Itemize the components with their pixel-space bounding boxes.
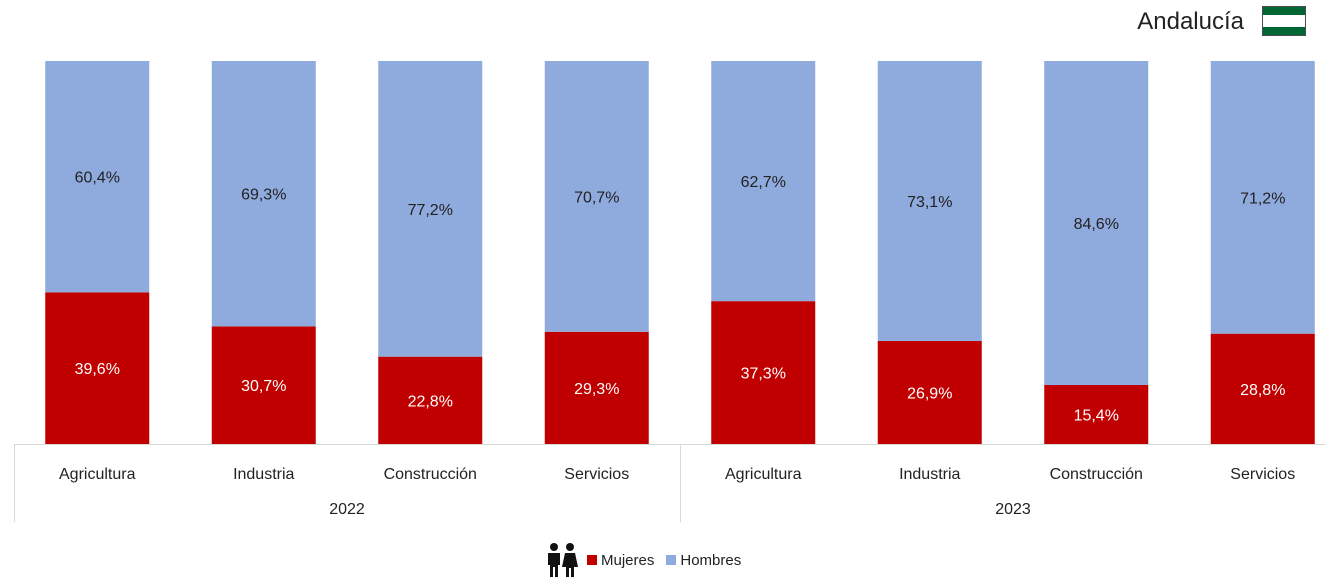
data-label-mujeres: 39,6% xyxy=(75,361,120,378)
x-tick-label: Industria xyxy=(233,466,294,483)
legend-item-mujeres: Mujeres xyxy=(587,552,654,569)
chart-legend: Mujeres Hombres xyxy=(545,542,753,578)
x-tick-label: Industria xyxy=(899,466,960,483)
bar-mujeres xyxy=(1044,385,1149,444)
legend-item-hombres: Hombres xyxy=(666,552,741,569)
bar-mujeres xyxy=(211,326,316,444)
bar-hombres xyxy=(378,61,483,357)
x-tick-label: Servicios xyxy=(564,466,629,483)
data-label-hombres: 73,1% xyxy=(907,194,952,211)
bar-hombres xyxy=(711,61,816,302)
bar-hombres xyxy=(211,61,316,327)
legend-label-hombres: Hombres xyxy=(680,551,742,569)
data-label-hombres: 77,2% xyxy=(408,202,453,219)
data-label-mujeres: 22,8% xyxy=(408,393,453,410)
data-label-hombres: 70,7% xyxy=(574,189,619,206)
bar-hombres xyxy=(45,61,150,293)
bar-mujeres xyxy=(544,331,649,444)
bar-mujeres xyxy=(711,301,816,444)
data-label-hombres: 71,2% xyxy=(1240,190,1285,207)
bar-mujeres xyxy=(378,356,483,444)
data-label-mujeres: 26,9% xyxy=(907,385,952,402)
bar-hombres xyxy=(1044,61,1149,386)
data-label-hombres: 84,6% xyxy=(1074,216,1119,233)
x-tick-label: Agricultura xyxy=(59,466,136,483)
data-label-hombres: 69,3% xyxy=(241,187,286,204)
x-tick-label: Servicios xyxy=(1230,466,1295,483)
bar-hombres xyxy=(877,61,982,341)
legend-swatch-mujeres xyxy=(587,555,597,565)
bar-mujeres xyxy=(877,340,982,444)
data-label-mujeres: 15,4% xyxy=(1074,408,1119,425)
andalucia-flag-icon xyxy=(1262,6,1306,36)
bar-mujeres xyxy=(45,292,150,444)
bar-mujeres xyxy=(1210,333,1315,444)
legend-label-mujeres: Mujeres xyxy=(601,551,655,569)
x-tick-label: Construcción xyxy=(384,466,477,483)
data-label-hombres: 60,4% xyxy=(75,170,120,187)
legend-swatch-hombres xyxy=(666,555,677,565)
bar-hombres xyxy=(544,61,649,332)
x-tick-label: Agricultura xyxy=(725,466,802,483)
data-label-mujeres: 28,8% xyxy=(1240,382,1285,399)
data-label-hombres: 62,7% xyxy=(741,174,786,191)
data-label-mujeres: 29,3% xyxy=(574,381,619,398)
region-title: Andalucía xyxy=(1137,8,1244,35)
data-label-mujeres: 37,3% xyxy=(741,366,786,383)
group-label: 2022 xyxy=(329,501,365,518)
data-label-mujeres: 30,7% xyxy=(241,378,286,395)
bar-hombres xyxy=(1210,61,1315,334)
stacked-bar-chart: 39,6% 60,4% Agricultura 30,7% 69,3% Industria… xyxy=(14,61,1326,522)
x-tick-label: Construcción xyxy=(1050,466,1143,483)
people-icon xyxy=(548,543,578,577)
group-label: 2023 xyxy=(995,501,1031,518)
